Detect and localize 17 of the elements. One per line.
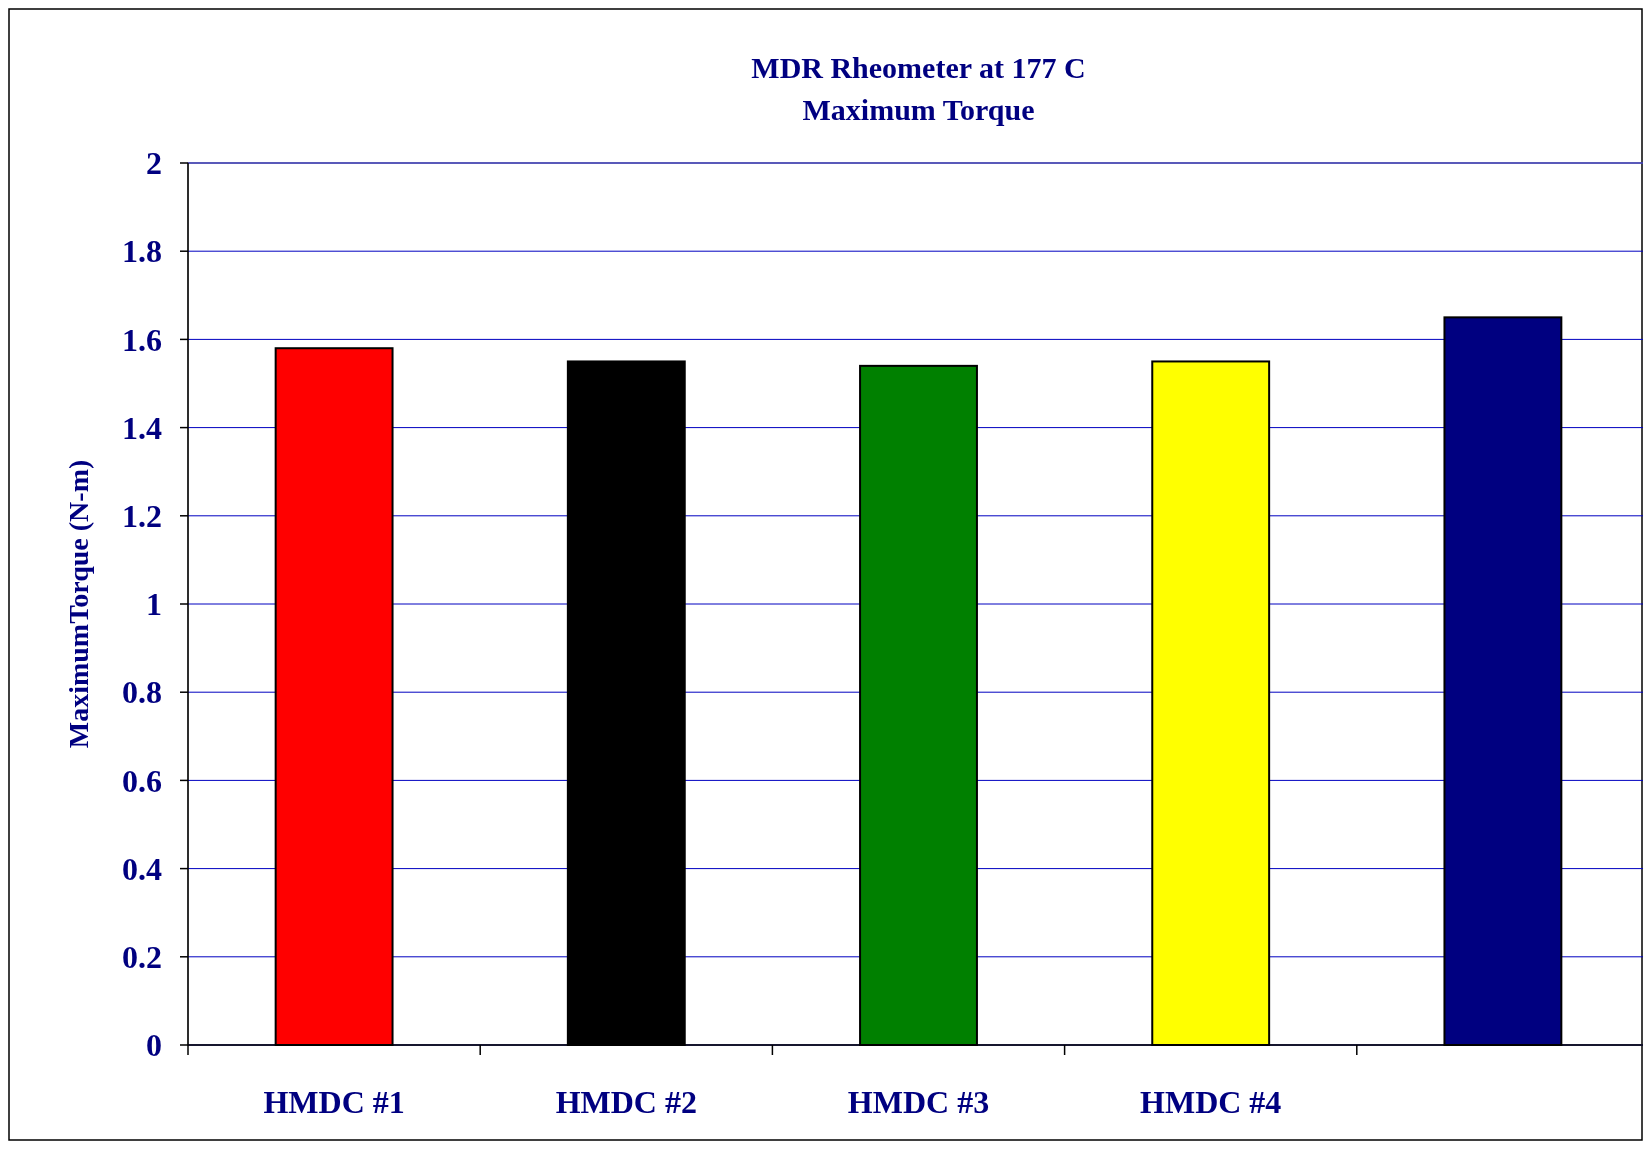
x-tick-label: HMDC #3 bbox=[847, 1084, 990, 1120]
y-tick-label: 0.8 bbox=[122, 674, 162, 711]
y-axis-title: MaximumTorque (N-m) bbox=[63, 459, 94, 749]
y-tick-label: 0.6 bbox=[122, 762, 162, 799]
chart-title: MDR Rheometer at 177 C Maximum Torque bbox=[751, 51, 1086, 126]
x-tick-label: HMDC #4 bbox=[1140, 1084, 1282, 1120]
x-tick-label: HMDC #1 bbox=[263, 1084, 405, 1120]
y-tick-label: 1 bbox=[146, 586, 162, 623]
y-tick-label: 0 bbox=[146, 1027, 162, 1064]
y-tick-label: 1.4 bbox=[122, 409, 162, 446]
y-tick-label: 0.2 bbox=[122, 939, 162, 975]
y-tick-label: 1.6 bbox=[122, 321, 162, 358]
x-tick-label: HMDC #2 bbox=[555, 1084, 697, 1120]
y-tick-label: 1.8 bbox=[122, 233, 162, 270]
y-tick-label: 0.4 bbox=[122, 850, 162, 887]
y-tick-label: 1.2 bbox=[122, 498, 162, 534]
y-tick-label: 2 bbox=[146, 145, 162, 182]
